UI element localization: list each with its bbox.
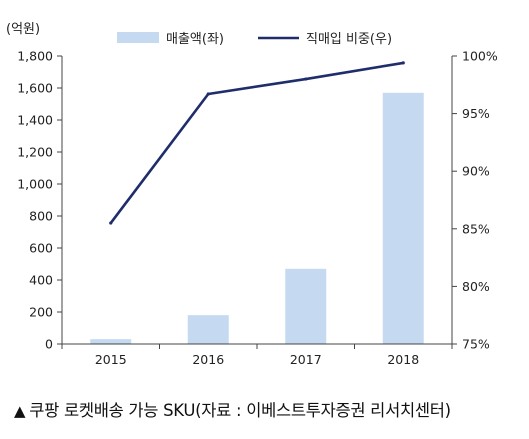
right-tick-label: 75% bbox=[462, 337, 490, 352]
left-tick-label: 1,600 bbox=[17, 81, 53, 96]
line-point-2017 bbox=[304, 77, 308, 81]
line-series-direct-purchase-share bbox=[109, 61, 404, 224]
left-tick-label: 200 bbox=[29, 305, 53, 320]
caption: ▲ 쿠팡 로켓배송 가능 SKU(자료 : 이베스트투자증권 리서치센터) bbox=[14, 397, 451, 421]
right-tick-label: 95% bbox=[462, 106, 490, 121]
left-tick-label: 1,800 bbox=[17, 49, 53, 64]
left-tick-label: 400 bbox=[29, 273, 53, 288]
x-tick-label: 2016 bbox=[192, 352, 224, 367]
left-axis-unit-label: (억원) bbox=[6, 22, 40, 37]
x-tick-label: 2015 bbox=[95, 352, 127, 367]
line-point-2018 bbox=[401, 61, 405, 65]
x-tick-label: 2017 bbox=[290, 352, 322, 367]
triangle-up-icon: ▲ bbox=[14, 402, 26, 420]
right-tick-label: 80% bbox=[462, 279, 490, 294]
right-tick-label: 90% bbox=[462, 164, 490, 179]
legend-bar-swatch bbox=[117, 32, 159, 43]
legend-line-label: 직매입 비중(우) bbox=[306, 32, 392, 47]
left-tick-label: 800 bbox=[29, 209, 53, 224]
x-tick-label: 2018 bbox=[387, 352, 419, 367]
bar-2017 bbox=[285, 268, 327, 344]
left-tick-label: 1,200 bbox=[17, 145, 53, 160]
left-tick-label: 1,400 bbox=[17, 113, 53, 128]
right-tick-label: 100% bbox=[462, 49, 498, 64]
legend: 매출액(좌) 직매입 비중(우) bbox=[117, 32, 392, 47]
legend-bar-label: 매출액(좌) bbox=[166, 32, 224, 47]
line-point-2016 bbox=[206, 92, 210, 96]
left-tick-label: 600 bbox=[29, 241, 53, 256]
line-point-2015 bbox=[109, 221, 113, 225]
left-tick-label: 1,000 bbox=[17, 177, 53, 192]
bar-2015 bbox=[90, 339, 132, 344]
right-tick-label: 85% bbox=[462, 221, 490, 236]
bar-2018 bbox=[382, 92, 424, 344]
bar-2016 bbox=[187, 315, 229, 344]
left-tick-label: 0 bbox=[45, 337, 53, 352]
caption-text: 쿠팡 로켓배송 가능 SKU(자료 : 이베스트투자증권 리서치센터) bbox=[29, 401, 451, 420]
